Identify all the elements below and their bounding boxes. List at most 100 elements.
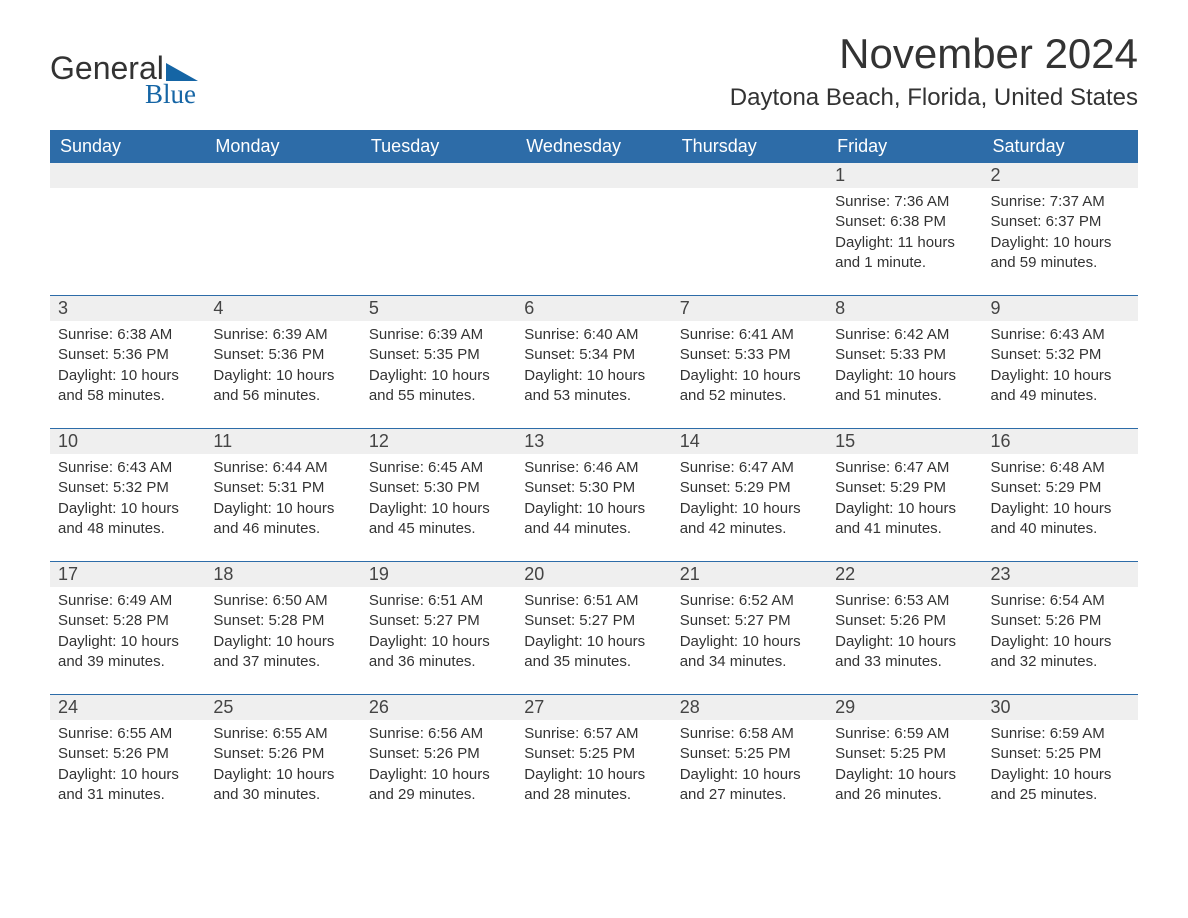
daylight-text: Daylight: 10 hours and 31 minutes. [58,765,197,806]
day-cell: 4Sunrise: 6:39 AMSunset: 5:36 PMDaylight… [205,296,360,416]
daylight-text: Daylight: 10 hours and 58 minutes. [58,366,197,407]
day-cell: 9Sunrise: 6:43 AMSunset: 5:32 PMDaylight… [983,296,1138,416]
day-number: 20 [516,562,671,587]
day-header: Friday [827,130,982,163]
day-body: Sunrise: 6:55 AMSunset: 5:26 PMDaylight:… [205,720,360,813]
sunrise-text: Sunrise: 6:40 AM [524,325,663,345]
day-header: Monday [205,130,360,163]
daylight-text: Daylight: 10 hours and 29 minutes. [369,765,508,806]
title-block: November 2024 Daytona Beach, Florida, Un… [730,30,1138,112]
sunrise-text: Sunrise: 6:41 AM [680,325,819,345]
day-number: 17 [50,562,205,587]
sunset-text: Sunset: 5:27 PM [680,611,819,631]
day-body [672,188,827,200]
day-cell: 8Sunrise: 6:42 AMSunset: 5:33 PMDaylight… [827,296,982,416]
sunrise-text: Sunrise: 6:51 AM [369,591,508,611]
sunset-text: Sunset: 5:33 PM [680,345,819,365]
daylight-text: Daylight: 10 hours and 55 minutes. [369,366,508,407]
week-row: 1Sunrise: 7:36 AMSunset: 6:38 PMDaylight… [50,163,1138,283]
sunrise-text: Sunrise: 6:55 AM [213,724,352,744]
sunset-text: Sunset: 5:29 PM [835,478,974,498]
day-cell: 7Sunrise: 6:41 AMSunset: 5:33 PMDaylight… [672,296,827,416]
day-header: Thursday [672,130,827,163]
daylight-text: Daylight: 10 hours and 32 minutes. [991,632,1130,673]
day-body: Sunrise: 6:52 AMSunset: 5:27 PMDaylight:… [672,587,827,680]
day-number [516,163,671,188]
day-cell: 2Sunrise: 7:37 AMSunset: 6:37 PMDaylight… [983,163,1138,283]
day-cell: 30Sunrise: 6:59 AMSunset: 5:25 PMDayligh… [983,695,1138,815]
day-number: 5 [361,296,516,321]
daylight-text: Daylight: 10 hours and 26 minutes. [835,765,974,806]
day-number: 4 [205,296,360,321]
daylight-text: Daylight: 10 hours and 48 minutes. [58,499,197,540]
sunset-text: Sunset: 5:30 PM [369,478,508,498]
daylight-text: Daylight: 10 hours and 44 minutes. [524,499,663,540]
sunset-text: Sunset: 5:36 PM [58,345,197,365]
sunset-text: Sunset: 5:28 PM [58,611,197,631]
day-body: Sunrise: 6:55 AMSunset: 5:26 PMDaylight:… [50,720,205,813]
day-body: Sunrise: 6:59 AMSunset: 5:25 PMDaylight:… [827,720,982,813]
day-body: Sunrise: 6:57 AMSunset: 5:25 PMDaylight:… [516,720,671,813]
day-body: Sunrise: 6:46 AMSunset: 5:30 PMDaylight:… [516,454,671,547]
day-number: 11 [205,429,360,454]
day-number: 18 [205,562,360,587]
daylight-text: Daylight: 11 hours and 1 minute. [835,233,974,274]
day-cell: 22Sunrise: 6:53 AMSunset: 5:26 PMDayligh… [827,562,982,682]
sunset-text: Sunset: 5:29 PM [680,478,819,498]
day-body: Sunrise: 6:51 AMSunset: 5:27 PMDaylight:… [361,587,516,680]
day-cell: 26Sunrise: 6:56 AMSunset: 5:26 PMDayligh… [361,695,516,815]
day-number: 3 [50,296,205,321]
day-body: Sunrise: 6:42 AMSunset: 5:33 PMDaylight:… [827,321,982,414]
day-body: Sunrise: 6:43 AMSunset: 5:32 PMDaylight:… [983,321,1138,414]
day-body: Sunrise: 6:39 AMSunset: 5:35 PMDaylight:… [361,321,516,414]
sunset-text: Sunset: 5:29 PM [991,478,1130,498]
day-cell: 24Sunrise: 6:55 AMSunset: 5:26 PMDayligh… [50,695,205,815]
day-number: 7 [672,296,827,321]
day-cell: 14Sunrise: 6:47 AMSunset: 5:29 PMDayligh… [672,429,827,549]
day-body: Sunrise: 6:47 AMSunset: 5:29 PMDaylight:… [827,454,982,547]
day-header: Saturday [983,130,1138,163]
day-cell: 10Sunrise: 6:43 AMSunset: 5:32 PMDayligh… [50,429,205,549]
day-cell: 6Sunrise: 6:40 AMSunset: 5:34 PMDaylight… [516,296,671,416]
sunset-text: Sunset: 5:31 PM [213,478,352,498]
day-cell: 23Sunrise: 6:54 AMSunset: 5:26 PMDayligh… [983,562,1138,682]
day-number: 15 [827,429,982,454]
sunset-text: Sunset: 5:26 PM [991,611,1130,631]
daylight-text: Daylight: 10 hours and 34 minutes. [680,632,819,673]
sunset-text: Sunset: 5:25 PM [991,744,1130,764]
day-cell: 27Sunrise: 6:57 AMSunset: 5:25 PMDayligh… [516,695,671,815]
day-number: 1 [827,163,982,188]
day-header: Tuesday [361,130,516,163]
daylight-text: Daylight: 10 hours and 25 minutes. [991,765,1130,806]
day-number: 19 [361,562,516,587]
day-number: 2 [983,163,1138,188]
day-cell: 18Sunrise: 6:50 AMSunset: 5:28 PMDayligh… [205,562,360,682]
day-cell: 11Sunrise: 6:44 AMSunset: 5:31 PMDayligh… [205,429,360,549]
page-header: General Blue November 2024 Daytona Beach… [50,30,1138,112]
day-number [205,163,360,188]
day-body: Sunrise: 6:51 AMSunset: 5:27 PMDaylight:… [516,587,671,680]
daylight-text: Daylight: 10 hours and 45 minutes. [369,499,508,540]
sunset-text: Sunset: 5:27 PM [524,611,663,631]
logo-word2: Blue [145,79,198,110]
logo: General Blue [50,50,198,110]
day-cell: 5Sunrise: 6:39 AMSunset: 5:35 PMDaylight… [361,296,516,416]
day-number: 24 [50,695,205,720]
day-number: 12 [361,429,516,454]
sunset-text: Sunset: 5:25 PM [835,744,974,764]
day-number: 8 [827,296,982,321]
day-number: 22 [827,562,982,587]
daylight-text: Daylight: 10 hours and 56 minutes. [213,366,352,407]
daylight-text: Daylight: 10 hours and 27 minutes. [680,765,819,806]
week-row: 3Sunrise: 6:38 AMSunset: 5:36 PMDaylight… [50,295,1138,416]
day-body: Sunrise: 6:59 AMSunset: 5:25 PMDaylight:… [983,720,1138,813]
day-number: 29 [827,695,982,720]
day-number: 6 [516,296,671,321]
day-cell: 19Sunrise: 6:51 AMSunset: 5:27 PMDayligh… [361,562,516,682]
day-body: Sunrise: 6:40 AMSunset: 5:34 PMDaylight:… [516,321,671,414]
sunrise-text: Sunrise: 6:39 AM [213,325,352,345]
day-number [361,163,516,188]
day-body: Sunrise: 6:38 AMSunset: 5:36 PMDaylight:… [50,321,205,414]
calendar: SundayMondayTuesdayWednesdayThursdayFrid… [50,130,1138,815]
sunset-text: Sunset: 5:26 PM [58,744,197,764]
